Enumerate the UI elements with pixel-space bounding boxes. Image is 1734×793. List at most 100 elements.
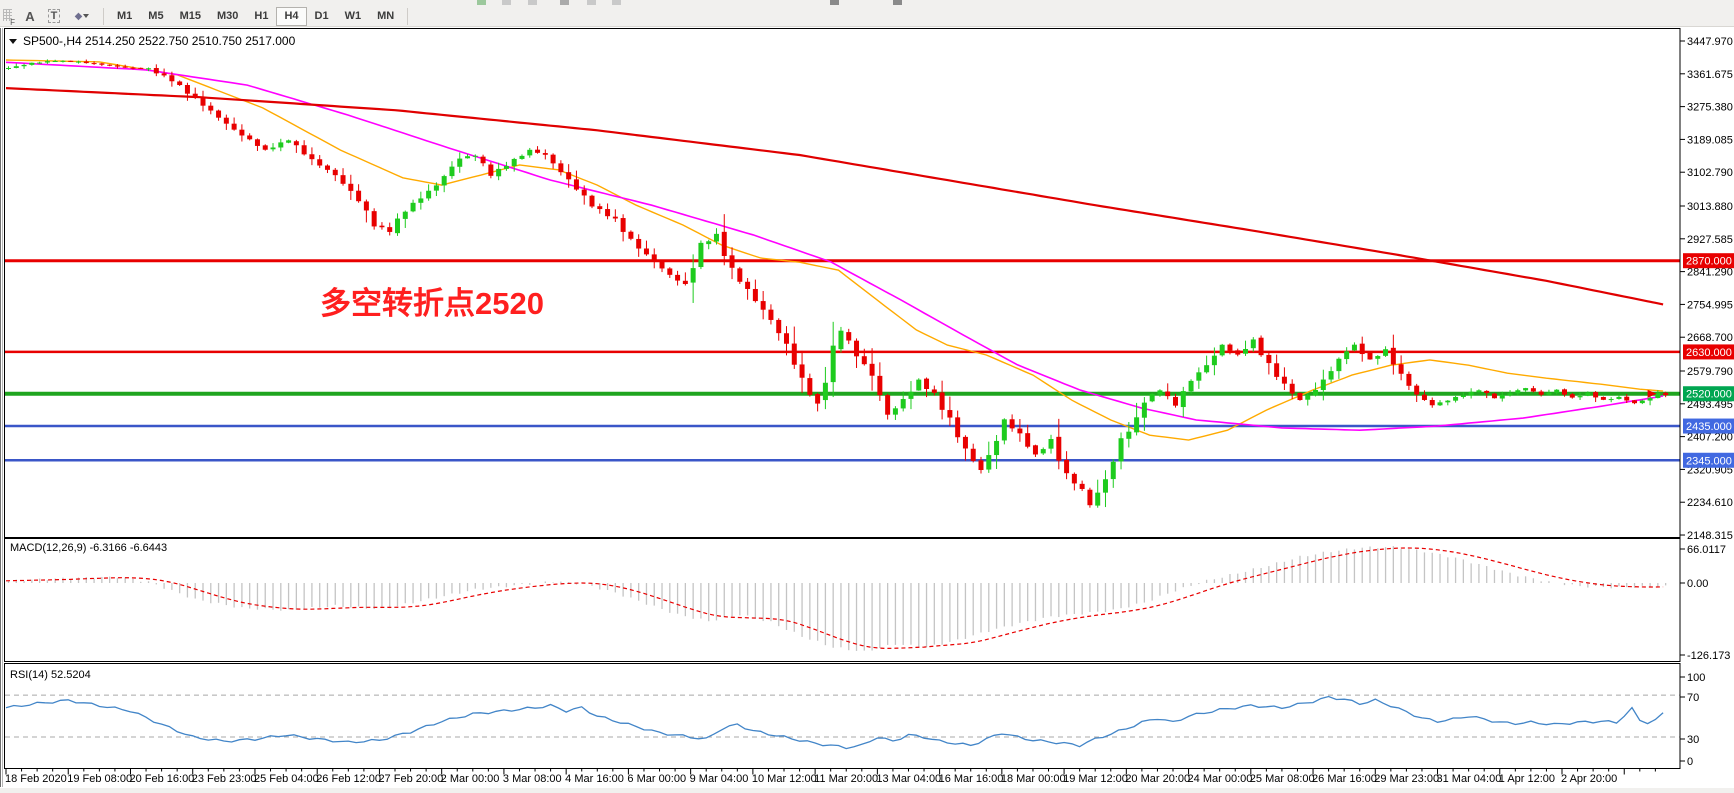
candle-body — [1157, 390, 1163, 395]
candle-body — [402, 211, 408, 219]
candle-body — [356, 190, 362, 202]
candle-body — [1663, 392, 1669, 396]
rsi-indicator-label: RSI(14) 52.5204 — [10, 669, 91, 681]
candles-group — [6, 59, 1669, 508]
candle-body — [1173, 396, 1178, 406]
candle-body — [511, 158, 517, 166]
candle-body — [363, 201, 369, 211]
candle-body — [939, 392, 945, 410]
rsi-axis[interactable]: 100 70 30 0 — [1680, 672, 1705, 768]
candle-body — [122, 66, 128, 68]
candle-body — [433, 185, 439, 191]
time-label: 13 Mar 04:00 — [876, 773, 941, 785]
timeframe-button-M30[interactable]: M30 — [209, 7, 246, 26]
candle-body — [1538, 391, 1544, 395]
macd-panel-bg[interactable] — [4, 538, 1681, 662]
candle-body — [947, 410, 953, 418]
candle-body — [1211, 355, 1217, 366]
price-level-badge-label: 2870.000 — [1686, 256, 1732, 268]
time-label: 24 Mar 00:00 — [1188, 773, 1253, 785]
candle-body — [838, 330, 844, 350]
timeframe-button-D1[interactable]: D1 — [307, 7, 337, 26]
time-label: 18 Feb 2020 — [5, 773, 67, 785]
price-tick-label: 2148.315 — [1687, 530, 1733, 542]
time-label: 27 Feb 20:00 — [378, 773, 443, 785]
toolbar-fragment — [528, 0, 537, 5]
candle-body — [1639, 400, 1645, 404]
timeframe-button-M15[interactable]: M15 — [172, 7, 209, 26]
candle-body — [1421, 394, 1427, 400]
drawing-and-timeframe-toolbar: F A T ◆ M1 M5 M15 M30 H1 H4 D1 W1 MN — [0, 6, 1734, 27]
time-label: 9 Mar 04:00 — [690, 773, 749, 785]
candle-body — [1056, 436, 1062, 461]
candle-body — [301, 145, 307, 155]
candle-body — [130, 67, 136, 69]
candle-body — [161, 73, 167, 76]
candle-body — [1577, 396, 1583, 398]
main-panel-bg[interactable] — [4, 28, 1681, 538]
moving-averages-group — [5, 59, 1664, 441]
time-label: 26 Feb 12:00 — [316, 773, 381, 785]
timeframe-button-MN[interactable]: MN — [369, 7, 402, 26]
candle-body — [286, 140, 292, 143]
candle-body — [99, 63, 105, 65]
candle-body — [877, 375, 883, 396]
price-tick-label: 3189.085 — [1687, 134, 1733, 146]
macd-axis[interactable]: 66.0117 0.00 -126.173 — [1680, 544, 1730, 662]
candle-body — [480, 156, 486, 164]
candle-body — [169, 75, 175, 82]
annotation-text[interactable]: 多空转折点2520 — [320, 286, 544, 321]
candle-body — [1064, 459, 1070, 474]
time-label: 31 Mar 04:00 — [1437, 773, 1502, 785]
candle-body — [1235, 350, 1241, 355]
toolbar-fragment — [477, 0, 486, 5]
timeframe-button-M5[interactable]: M5 — [140, 7, 171, 26]
rsi-group — [5, 695, 1664, 750]
candle-body — [713, 233, 719, 242]
candle-body — [1616, 396, 1622, 399]
symbol-dropdown-icon[interactable] — [9, 39, 17, 44]
candle-body — [184, 85, 190, 94]
text-label-tool-button[interactable]: A — [18, 7, 42, 26]
price-tick-label: 2841.290 — [1687, 267, 1733, 279]
time-label: 19 Mar 12:00 — [1063, 773, 1128, 785]
timeframe-button-H4[interactable]: H4 — [276, 6, 307, 26]
timeframe-button-H1[interactable]: H1 — [246, 7, 276, 26]
arrow-objects-button[interactable]: ◆ — [66, 7, 98, 26]
text-box-icon: T — [47, 9, 61, 23]
candle-body — [1227, 344, 1233, 351]
price-tick-label: 3361.675 — [1687, 69, 1733, 81]
candle-body — [208, 105, 214, 111]
candle-body — [52, 61, 58, 63]
toolbar-fragment — [560, 0, 569, 5]
rsi-tick-label: 0 — [1687, 756, 1693, 768]
candle-body — [1017, 428, 1023, 434]
candle-body — [231, 123, 237, 130]
freehand-grid-icon[interactable]: F — [2, 8, 15, 27]
candle-body — [1554, 389, 1560, 393]
candle-body — [1383, 349, 1389, 356]
candle-body — [760, 301, 766, 310]
text-box-tool-button[interactable]: T — [42, 7, 66, 26]
candle-body — [387, 227, 393, 232]
candle-body — [659, 262, 665, 269]
candle-body — [1600, 396, 1606, 400]
timeframe-button-W1[interactable]: W1 — [337, 7, 370, 26]
price-axis[interactable]: 3447.970 3361.675 3275.380 3189.085 3102.790… — [1680, 36, 1734, 542]
candle-body — [1180, 391, 1186, 408]
price-level-badge-label: 2435.000 — [1686, 421, 1732, 433]
candle-body — [1530, 388, 1536, 392]
rsi-panel-bg[interactable] — [4, 663, 1681, 769]
candle-body — [83, 61, 89, 64]
candle-body — [706, 241, 712, 245]
candle-body — [138, 67, 144, 69]
timeframe-button-M1[interactable]: M1 — [109, 7, 140, 26]
candle-body — [542, 153, 548, 155]
candle-body — [643, 248, 649, 255]
candle-body — [729, 255, 735, 268]
candle-body — [854, 340, 860, 357]
candle-body — [807, 378, 813, 395]
